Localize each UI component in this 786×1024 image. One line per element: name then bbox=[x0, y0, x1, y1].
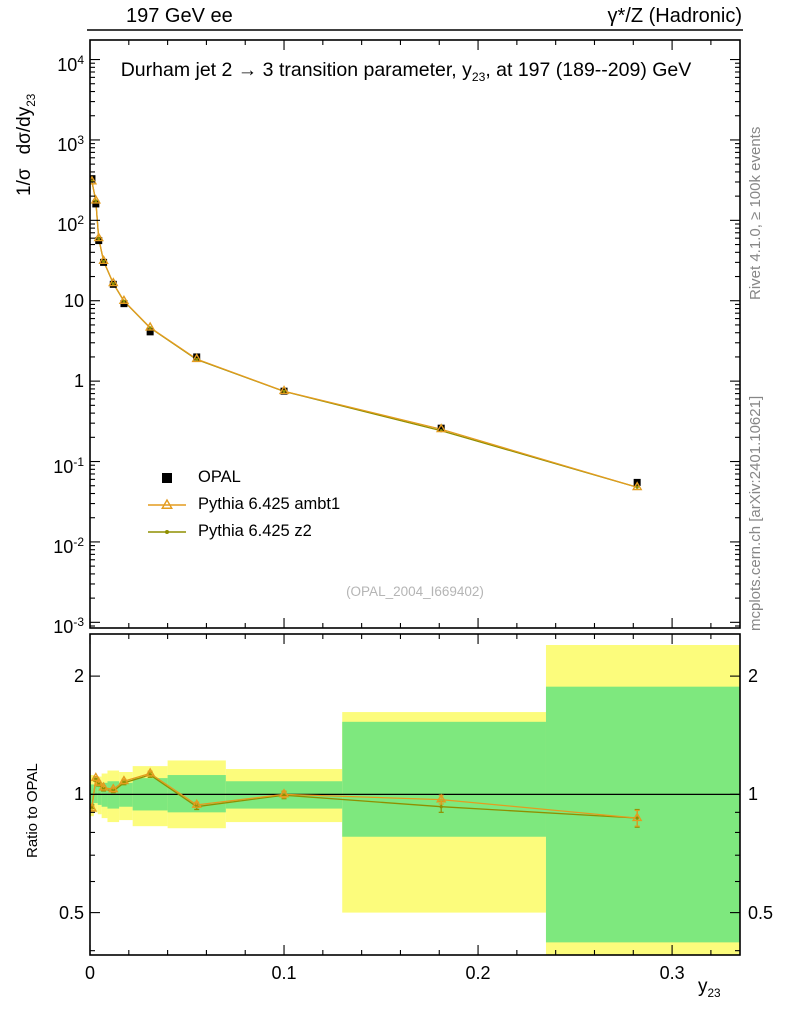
dot-line-icon bbox=[148, 529, 186, 534]
main-y-axis-label: 1/σ dσ/dy23 bbox=[14, 94, 38, 196]
ratio-y-axis-label: Ratio to OPAL bbox=[24, 763, 41, 858]
ylabel-fraction: 1/σ bbox=[14, 168, 35, 196]
header-beam-energy: 197 GeV ee bbox=[126, 5, 233, 27]
legend-item-opal: OPAL bbox=[146, 464, 340, 491]
legend-label: OPAL bbox=[198, 468, 241, 486]
main-series bbox=[90, 175, 643, 491]
ratio-series bbox=[90, 767, 643, 828]
plot-title-tail: , at 197 (189--209) GeV bbox=[485, 59, 692, 81]
ylabel-derivative: dσ/dy bbox=[14, 106, 35, 155]
plot-title-subscript: 23 bbox=[471, 69, 486, 84]
ylabel-subscript: 23 bbox=[24, 93, 38, 107]
rivet-version-note: Rivet 4.1.0, ≥ 100k events bbox=[747, 126, 764, 300]
header-process: γ*/Z (Hadronic) bbox=[607, 5, 742, 27]
triangle-line-icon bbox=[148, 498, 186, 509]
legend-item-z2: Pythia 6.425 z2 bbox=[146, 518, 340, 545]
square-icon bbox=[162, 472, 172, 483]
xlabel-subscript: 23 bbox=[707, 986, 721, 1000]
main-frame bbox=[89, 39, 741, 629]
plot-title: Durham jet 2 → 3 transition parameter, y… bbox=[46, 59, 766, 84]
analysis-watermark: (OPAL_2004_I669402) bbox=[346, 584, 484, 599]
ratio-uncertainty-bands bbox=[90, 645, 740, 955]
mcplots-attribution: mcplots.cern.ch [arXiv:2401.10621] bbox=[747, 395, 764, 631]
legend-label: Pythia 6.425 z2 bbox=[198, 522, 312, 540]
legend-item-ambt1: Pythia 6.425 ambt1 bbox=[146, 491, 340, 518]
xlabel-symbol: y bbox=[698, 976, 708, 997]
axis-ticks bbox=[89, 40, 740, 955]
legend: OPAL Pythia 6.425 ambt1 Pythia 6.425 z2 bbox=[146, 464, 340, 545]
plot-title-text: Durham jet 2 → 3 transition parameter, y bbox=[120, 59, 472, 81]
legend-label: Pythia 6.425 ambt1 bbox=[198, 495, 341, 513]
x-axis-label: y23 bbox=[698, 976, 721, 1000]
